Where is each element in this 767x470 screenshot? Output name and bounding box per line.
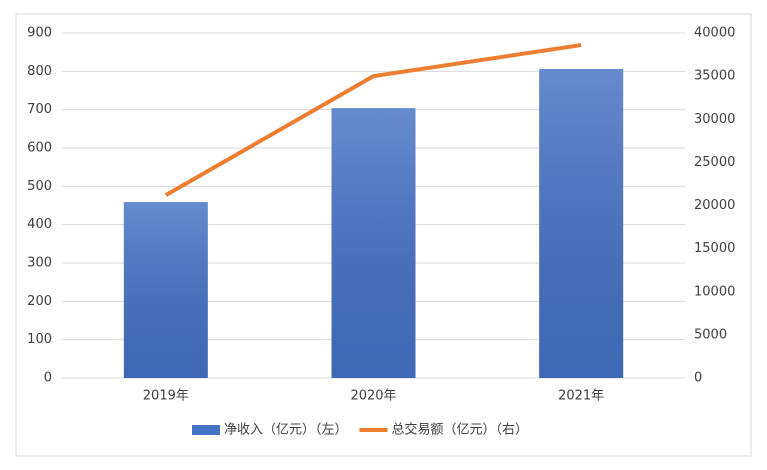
y-tick-label: 400 xyxy=(27,217,52,232)
y2-tick-label: 10000 xyxy=(694,284,735,299)
y-tick-label: 200 xyxy=(27,294,52,309)
y2-tick-label: 15000 xyxy=(694,241,735,256)
x-tick-label: 2021年 xyxy=(558,389,604,404)
legend-label: 净收入（亿元）（左） xyxy=(224,423,348,438)
y2-tick-label: 25000 xyxy=(694,155,735,170)
y2-tick-label: 30000 xyxy=(694,112,735,127)
y2-tick-label: 40000 xyxy=(694,26,735,41)
y2-tick-label: 5000 xyxy=(694,327,727,342)
bar-shade xyxy=(331,108,416,378)
x-tick-label: 2020年 xyxy=(350,389,396,404)
y-tick-label: 700 xyxy=(27,102,52,117)
legend-swatch xyxy=(192,425,220,435)
y2-tick-label: 35000 xyxy=(694,69,735,84)
y-tick-label: 900 xyxy=(27,26,52,41)
y-tick-label: 100 xyxy=(27,332,52,347)
y-tick-label: 600 xyxy=(27,141,52,156)
bar-shade xyxy=(539,69,624,379)
legend-label: 总交易额（亿元）（右） xyxy=(392,422,529,438)
y-tick-label: 300 xyxy=(27,256,52,271)
y-tick-label: 500 xyxy=(27,179,52,194)
y-tick-label: 0 xyxy=(44,371,52,386)
x-tick-label: 2019年 xyxy=(143,389,189,404)
y-tick-label: 800 xyxy=(27,64,52,79)
y2-tick-label: 0 xyxy=(694,371,702,386)
y2-tick-label: 20000 xyxy=(694,198,735,213)
bar-shade xyxy=(123,202,208,378)
line xyxy=(164,43,582,197)
